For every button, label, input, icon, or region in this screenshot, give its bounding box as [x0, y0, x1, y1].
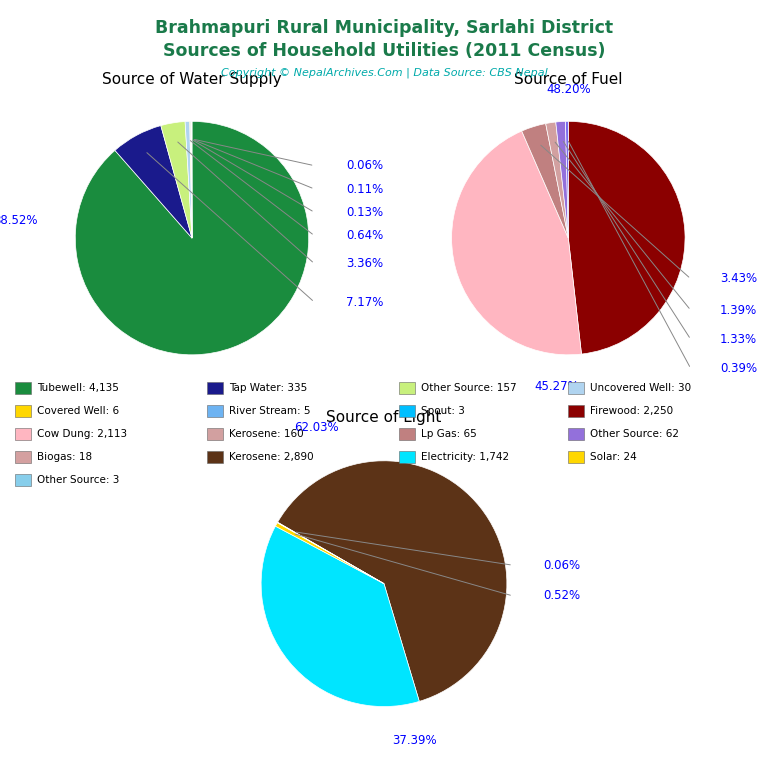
- Text: 3.36%: 3.36%: [346, 257, 383, 270]
- Text: River Stream: 5: River Stream: 5: [229, 406, 310, 416]
- Text: Other Source: 157: Other Source: 157: [421, 382, 517, 393]
- Text: 0.13%: 0.13%: [346, 206, 383, 219]
- Title: Source of Water Supply: Source of Water Supply: [102, 72, 282, 87]
- Text: Kerosene: 160: Kerosene: 160: [229, 429, 303, 439]
- Text: Tap Water: 335: Tap Water: 335: [229, 382, 307, 393]
- Wedge shape: [546, 122, 568, 238]
- Text: Other Source: 62: Other Source: 62: [590, 429, 679, 439]
- Wedge shape: [276, 523, 384, 584]
- Text: Other Source: 3: Other Source: 3: [37, 475, 119, 485]
- Wedge shape: [115, 126, 192, 238]
- Text: 0.11%: 0.11%: [346, 183, 383, 196]
- Text: Electricity: 1,742: Electricity: 1,742: [421, 452, 509, 462]
- Wedge shape: [185, 121, 192, 238]
- Text: Cow Dung: 2,113: Cow Dung: 2,113: [37, 429, 127, 439]
- Text: Biogas: 18: Biogas: 18: [37, 452, 92, 462]
- Text: 7.17%: 7.17%: [346, 296, 383, 309]
- Text: Covered Well: 6: Covered Well: 6: [37, 406, 119, 416]
- Text: Spout: 3: Spout: 3: [421, 406, 465, 416]
- Text: 0.52%: 0.52%: [544, 590, 581, 602]
- Text: 3.43%: 3.43%: [720, 273, 757, 286]
- Text: 88.52%: 88.52%: [0, 214, 38, 227]
- Wedge shape: [75, 121, 309, 355]
- Wedge shape: [161, 121, 192, 238]
- Text: Tubewell: 4,135: Tubewell: 4,135: [37, 382, 119, 393]
- Wedge shape: [452, 131, 581, 355]
- Text: 48.20%: 48.20%: [546, 83, 591, 96]
- Text: Firewood: 2,250: Firewood: 2,250: [590, 406, 673, 416]
- Wedge shape: [277, 461, 507, 701]
- Wedge shape: [277, 522, 384, 584]
- Text: Sources of Household Utilities (2011 Census): Sources of Household Utilities (2011 Cen…: [163, 42, 605, 60]
- Text: 0.39%: 0.39%: [720, 362, 757, 376]
- Title: Source of Fuel: Source of Fuel: [514, 72, 623, 87]
- Text: Lp Gas: 65: Lp Gas: 65: [421, 429, 477, 439]
- Text: 1.33%: 1.33%: [720, 333, 757, 346]
- Wedge shape: [521, 124, 568, 238]
- Text: Copyright © NepalArchives.Com | Data Source: CBS Nepal: Copyright © NepalArchives.Com | Data Sou…: [220, 68, 548, 78]
- Text: Kerosene: 2,890: Kerosene: 2,890: [229, 452, 313, 462]
- Text: Uncovered Well: 30: Uncovered Well: 30: [590, 382, 691, 393]
- Text: 1.39%: 1.39%: [720, 304, 757, 317]
- Wedge shape: [565, 121, 568, 238]
- Text: 37.39%: 37.39%: [392, 733, 437, 746]
- Text: 0.64%: 0.64%: [346, 229, 383, 242]
- Wedge shape: [261, 526, 419, 707]
- Text: 62.03%: 62.03%: [294, 421, 339, 434]
- Wedge shape: [556, 121, 568, 238]
- Text: Brahmapuri Rural Municipality, Sarlahi District: Brahmapuri Rural Municipality, Sarlahi D…: [155, 19, 613, 37]
- Text: Solar: 24: Solar: 24: [590, 452, 637, 462]
- Text: 45.27%: 45.27%: [535, 380, 579, 393]
- Wedge shape: [568, 121, 685, 354]
- Wedge shape: [190, 121, 192, 238]
- Title: Source of Light: Source of Light: [326, 410, 442, 425]
- Text: 0.06%: 0.06%: [544, 559, 581, 571]
- Text: 0.06%: 0.06%: [346, 159, 383, 172]
- Wedge shape: [190, 121, 192, 238]
